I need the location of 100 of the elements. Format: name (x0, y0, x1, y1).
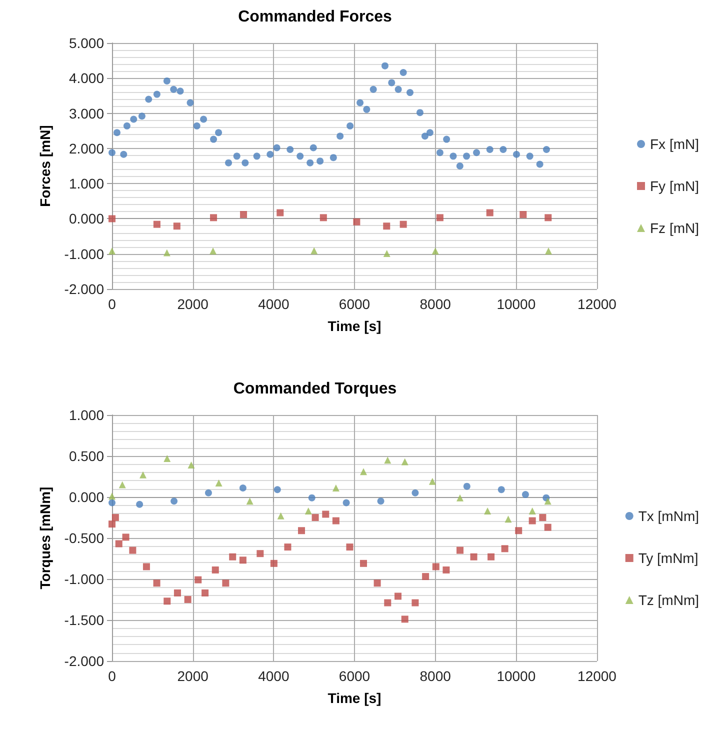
point (210, 248, 217, 255)
point (484, 507, 492, 514)
point (544, 524, 552, 531)
point (360, 468, 368, 476)
point (456, 494, 464, 502)
point (330, 154, 337, 162)
x-tick-label: 6000 (338, 296, 370, 312)
point (286, 146, 294, 153)
point (442, 566, 450, 574)
x-tick-label: 8000 (420, 296, 452, 312)
point (170, 498, 178, 505)
point (215, 129, 222, 136)
point (501, 545, 508, 552)
point (322, 510, 330, 518)
y-tick-label: -1.000 (64, 246, 104, 262)
point (463, 482, 470, 490)
point (388, 79, 396, 86)
point (463, 152, 470, 160)
point (312, 514, 319, 521)
y-tick-label: 1.000 (68, 407, 104, 423)
point (136, 500, 144, 508)
x-tick-label: 12000 (578, 668, 617, 684)
point (504, 516, 512, 523)
point (520, 210, 527, 218)
point (113, 129, 120, 136)
point (539, 514, 546, 521)
point (112, 514, 119, 521)
point (140, 471, 146, 478)
point (222, 580, 230, 587)
point (473, 149, 480, 156)
point (184, 596, 192, 603)
point (353, 218, 360, 226)
point (401, 616, 408, 623)
point (545, 248, 552, 255)
x-axis-title: Time [s] (328, 318, 382, 334)
point (229, 553, 236, 560)
point (202, 589, 209, 596)
point (400, 220, 407, 228)
x-tick-label: 4000 (258, 296, 290, 312)
point (153, 220, 160, 228)
y-axis-title: Torques [mNm] (37, 486, 53, 590)
point (120, 150, 128, 158)
legend-label: Fx [mN] (650, 136, 700, 152)
x-tick-label: 6000 (338, 668, 370, 684)
point (308, 494, 316, 502)
point (188, 462, 195, 469)
point (332, 517, 340, 524)
point (384, 599, 392, 606)
point (522, 491, 529, 498)
point (346, 122, 354, 130)
point (304, 507, 312, 514)
point (332, 484, 340, 492)
point (138, 112, 146, 120)
point (233, 152, 240, 160)
point (470, 553, 478, 560)
point (276, 209, 284, 216)
x-tick-label: 2000 (177, 668, 209, 684)
y-tick-label: 4.000 (68, 70, 104, 86)
point (200, 116, 208, 123)
point (115, 540, 122, 548)
point (163, 77, 170, 84)
point (173, 222, 180, 230)
chart-title: Commanded Torques (233, 380, 397, 398)
point (426, 129, 434, 136)
point (542, 146, 550, 153)
point (428, 478, 436, 485)
point (153, 580, 160, 587)
point (526, 152, 534, 160)
point (215, 480, 222, 487)
point (164, 598, 171, 605)
point (239, 556, 246, 564)
point (401, 458, 408, 466)
x-tick-label: 2000 (177, 296, 209, 312)
point (239, 484, 246, 492)
point (273, 144, 280, 152)
point (174, 589, 181, 596)
point (363, 106, 370, 113)
point (310, 144, 317, 152)
point (528, 517, 536, 524)
point (360, 560, 368, 567)
point (242, 159, 249, 166)
point (346, 544, 354, 551)
point (298, 527, 306, 534)
point (123, 122, 130, 130)
point (383, 222, 390, 230)
point (544, 498, 552, 505)
legend-label: Fz [mN] (650, 220, 700, 236)
point (122, 534, 130, 541)
point (412, 489, 419, 496)
point (486, 146, 494, 153)
point (456, 546, 464, 554)
point (142, 563, 150, 570)
point (306, 159, 314, 166)
x-tick-label: 10000 (496, 296, 536, 312)
point (256, 550, 264, 558)
point (129, 546, 136, 554)
point (316, 158, 324, 165)
y-tick-label: 0.000 (68, 489, 104, 505)
point (544, 214, 552, 222)
x-tick-label: 0 (108, 668, 116, 684)
